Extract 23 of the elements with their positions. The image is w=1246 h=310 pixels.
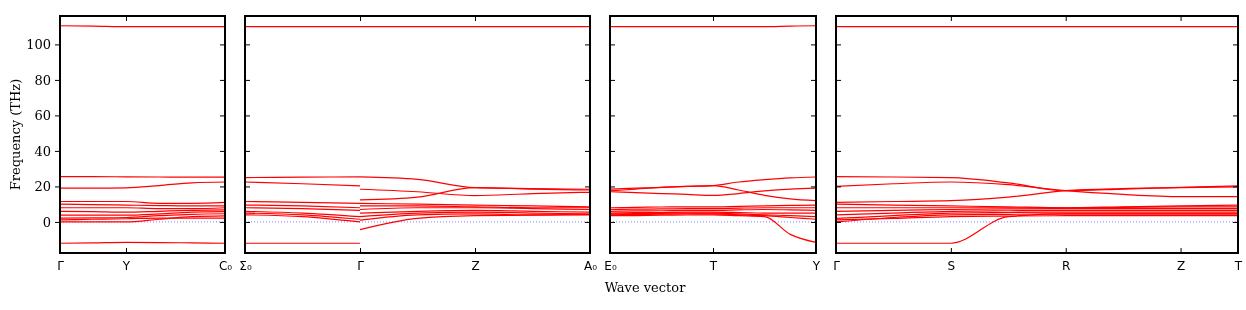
y-tick-label: 80	[34, 72, 51, 88]
x-tick-label: T	[1233, 258, 1243, 273]
y-tick-label: 20	[34, 179, 51, 195]
x-tick-label: R	[1062, 258, 1071, 273]
x-tick-label: Γ	[57, 258, 65, 273]
x-tick-label: T	[708, 258, 718, 273]
x-tick-label: A₀	[583, 258, 598, 273]
y-tick-label: 60	[34, 108, 51, 124]
x-tick-label: E₀	[604, 258, 617, 273]
x-tick-label: C₀	[218, 258, 233, 273]
y-axis-title: Frequency (THz)	[8, 78, 23, 191]
x-tick-label: Γ	[833, 258, 841, 273]
x-axis-title: Wave vector	[604, 280, 687, 295]
x-tick-label: Σ₀	[239, 258, 252, 273]
x-tick-label: Y	[121, 258, 131, 273]
x-tick-label: Z	[1176, 258, 1186, 273]
y-tick-label: 40	[34, 143, 51, 159]
x-tick-label: Y	[811, 258, 821, 273]
y-tick-label: 100	[26, 37, 51, 53]
x-tick-label: Z	[471, 258, 480, 273]
x-tick-label: Γ	[357, 258, 365, 273]
x-tick-label: S	[947, 258, 956, 273]
y-tick-label: 0	[42, 214, 51, 230]
